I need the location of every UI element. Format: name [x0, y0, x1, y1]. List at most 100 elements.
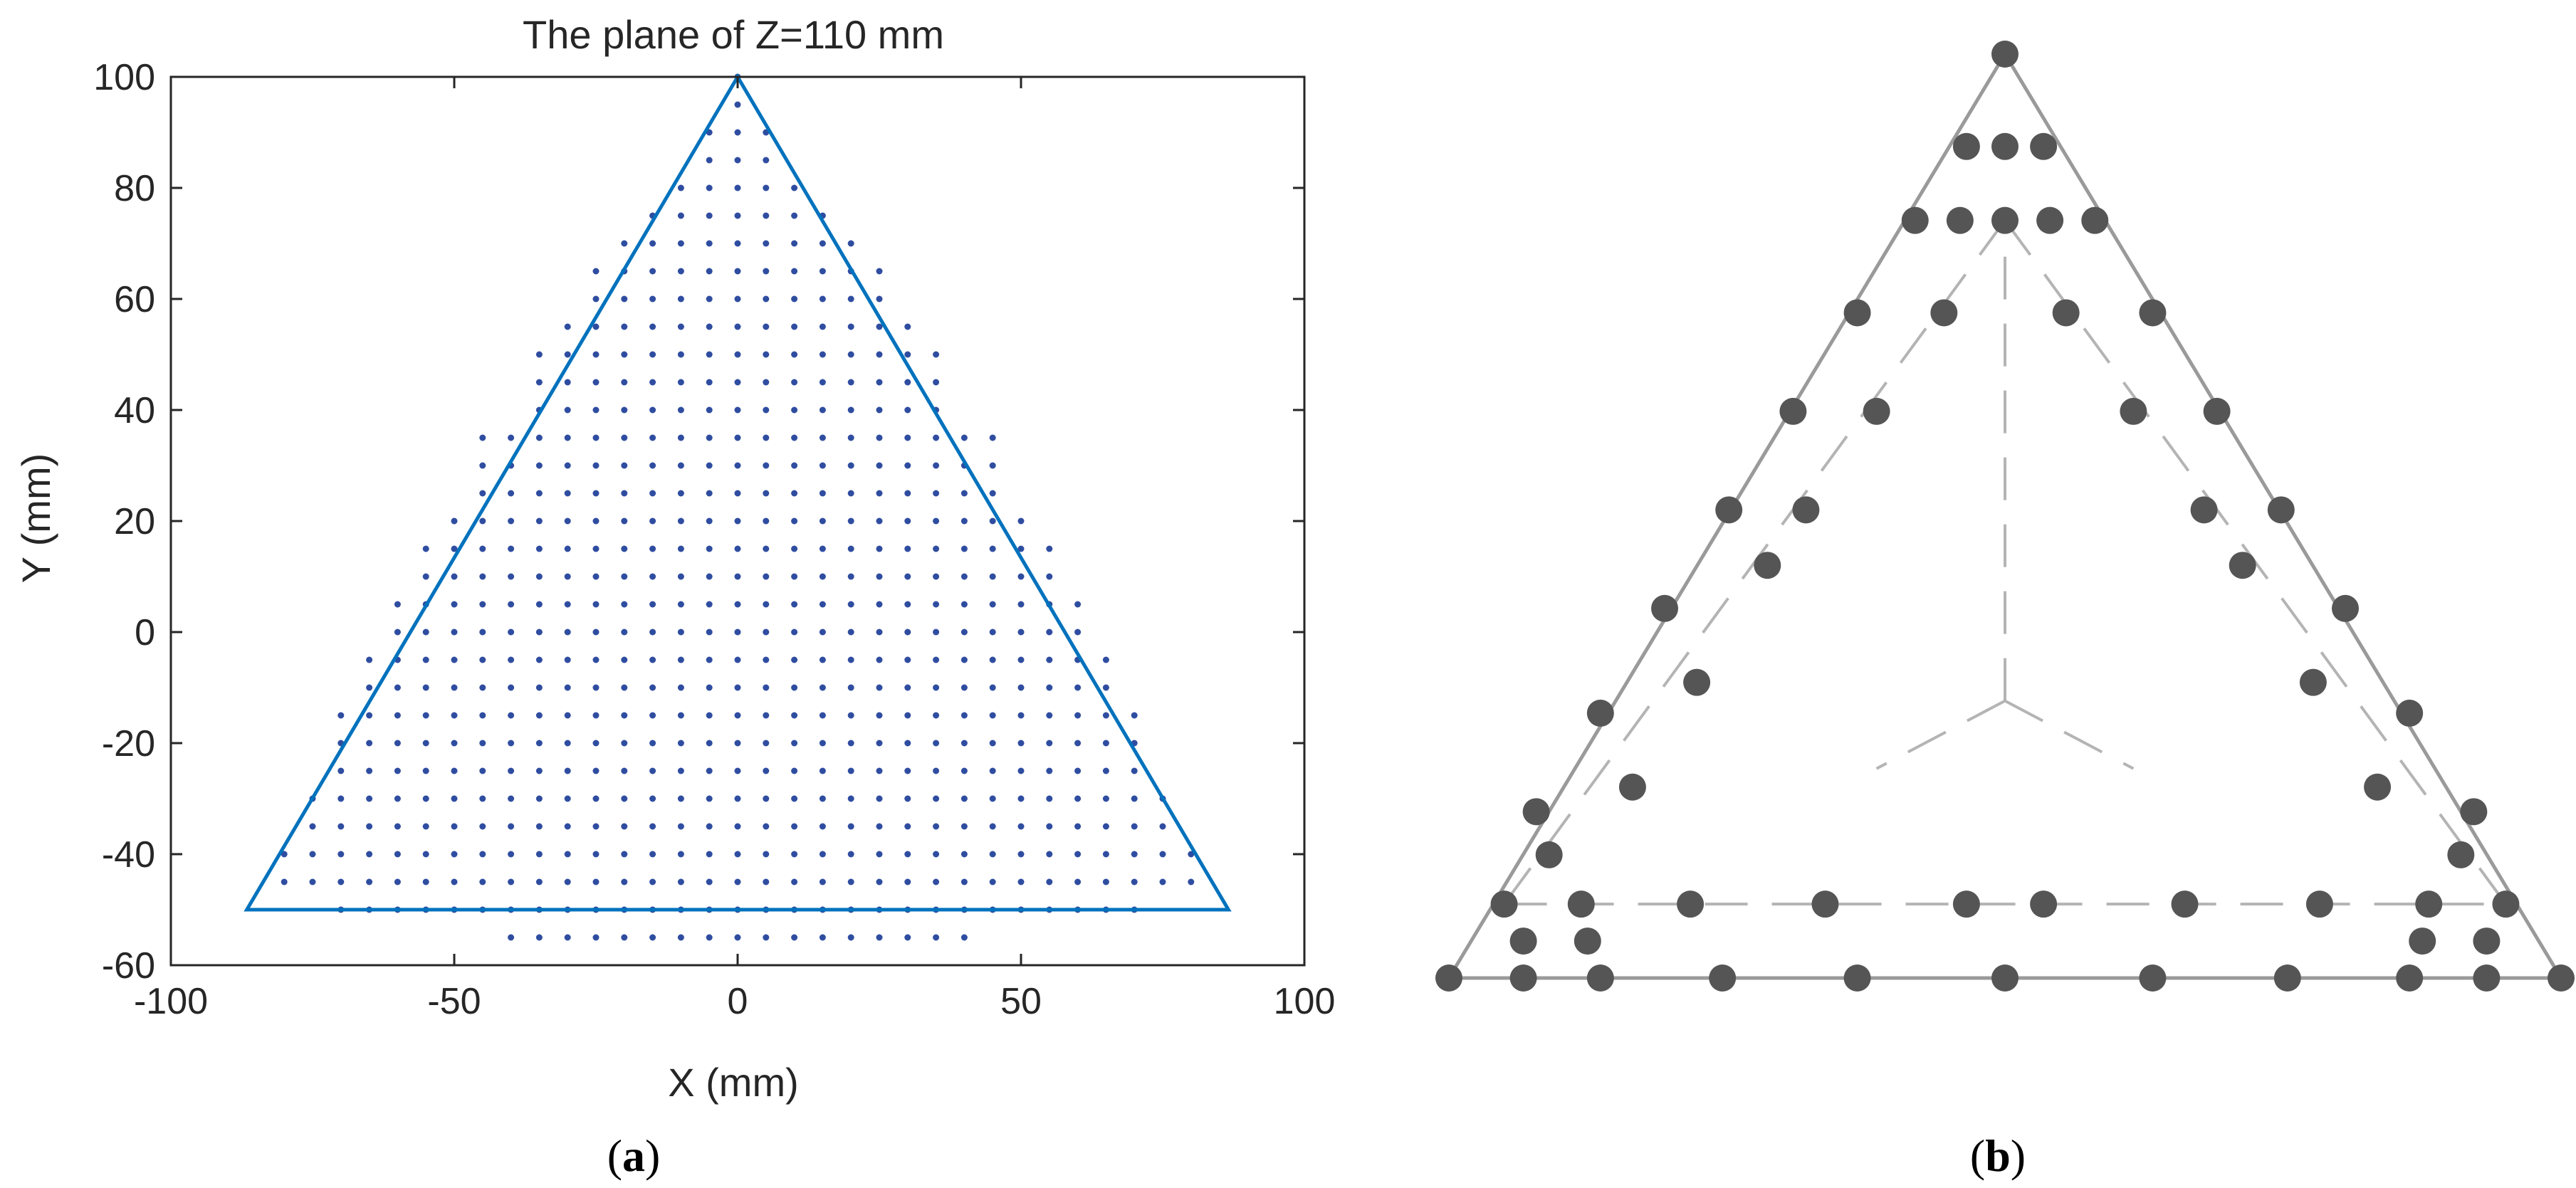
- grid-point: [847, 490, 854, 497]
- grid-point: [847, 323, 854, 330]
- grid-point: [1074, 601, 1082, 608]
- grid-point: [621, 823, 628, 830]
- grid-point: [791, 240, 798, 247]
- grid-point: [819, 490, 826, 497]
- grid-point: [649, 712, 656, 719]
- grid-point: [479, 462, 486, 469]
- grid-point: [564, 656, 571, 663]
- grid-point: [989, 434, 996, 441]
- grid-point: [535, 629, 543, 636]
- grid-point: [734, 878, 741, 885]
- grid-point: [706, 851, 713, 858]
- grid-point: [621, 434, 628, 441]
- grid-point: [876, 823, 883, 830]
- grid-point: [621, 795, 628, 802]
- grid-point: [791, 295, 798, 303]
- grid-point: [677, 212, 684, 219]
- grid-point: [876, 629, 883, 636]
- grid-point: [989, 712, 996, 719]
- grid-point: [535, 517, 543, 525]
- grid-point: [649, 323, 656, 330]
- grid-point: [819, 406, 826, 414]
- grid-point: [592, 740, 600, 747]
- grid-point: [989, 629, 996, 636]
- sample-points: [1435, 41, 2575, 992]
- grid-point: [904, 851, 911, 858]
- sample-point: [1618, 773, 1646, 801]
- grid-points: [281, 73, 1195, 941]
- sample-point: [1843, 299, 1871, 327]
- grid-point: [535, 490, 543, 497]
- grid-point: [451, 712, 458, 719]
- grid-point: [734, 656, 741, 663]
- grid-point: [763, 601, 770, 608]
- grid-point: [394, 740, 401, 747]
- grid-point: [1188, 851, 1195, 858]
- grid-point: [904, 629, 911, 636]
- grid-point: [904, 573, 911, 580]
- grid-point: [422, 656, 429, 663]
- grid-point: [791, 795, 798, 802]
- grid-point: [592, 851, 600, 858]
- grid-point: [1159, 851, 1166, 858]
- grid-point: [677, 379, 684, 386]
- sample-point: [2299, 668, 2327, 696]
- grid-point: [451, 656, 458, 663]
- grid-point: [904, 767, 911, 774]
- grid-point: [933, 517, 940, 525]
- grid-point: [1131, 767, 1138, 774]
- grid-point: [847, 934, 854, 941]
- grid-point: [564, 351, 571, 358]
- panel-a-label: (a): [607, 1130, 661, 1181]
- grid-point: [960, 629, 968, 636]
- grid-point: [479, 629, 486, 636]
- grid-point: [847, 767, 854, 774]
- grid-point: [479, 601, 486, 608]
- grid-point: [592, 684, 600, 691]
- grid-point: [535, 823, 543, 830]
- grid-point: [337, 767, 345, 774]
- grid-point: [422, 878, 429, 885]
- grid-point: [763, 712, 770, 719]
- grid-point: [677, 406, 684, 414]
- grid-point: [819, 656, 826, 663]
- grid-point: [422, 795, 429, 802]
- grid-point: [876, 795, 883, 802]
- grid-point: [791, 934, 798, 941]
- grid-point: [677, 545, 684, 552]
- grid-point: [621, 684, 628, 691]
- grid-point: [366, 795, 373, 802]
- grid-point: [366, 656, 373, 663]
- grid-point: [819, 573, 826, 580]
- grid-point: [508, 878, 515, 885]
- grid-point: [706, 434, 713, 441]
- grid-point: [535, 795, 543, 802]
- grid-point: [876, 684, 883, 691]
- grid-point: [677, 629, 684, 636]
- grid-point: [734, 712, 741, 719]
- grid-point: [564, 434, 571, 441]
- y-tick-label: 60: [114, 279, 155, 320]
- sample-point: [2331, 594, 2359, 622]
- grid-point: [1131, 712, 1138, 719]
- grid-point: [677, 934, 684, 941]
- grid-point: [649, 656, 656, 663]
- sample-point: [1930, 299, 1958, 327]
- grid-point: [677, 656, 684, 663]
- grid-point: [876, 434, 883, 441]
- triangle-boundary: [244, 73, 1232, 912]
- grid-point: [819, 767, 826, 774]
- grid-point: [706, 823, 713, 830]
- grid-point: [706, 240, 713, 247]
- grid-point: [621, 629, 628, 636]
- grid-point: [763, 184, 770, 191]
- grid-point: [847, 295, 854, 303]
- grid-point: [933, 851, 940, 858]
- grid-point: [791, 517, 798, 525]
- grid-point: [394, 795, 401, 802]
- sample-point: [2305, 890, 2333, 918]
- grid-point: [960, 851, 968, 858]
- grid-point: [1017, 601, 1025, 608]
- grid-point: [309, 878, 316, 885]
- grid-point: [535, 601, 543, 608]
